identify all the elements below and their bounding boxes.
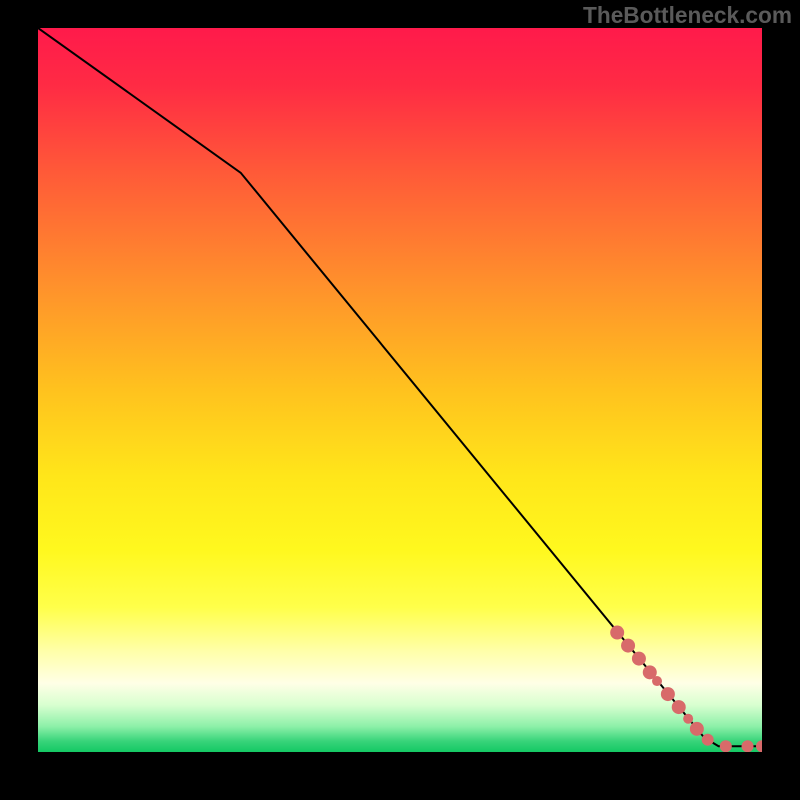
chart-container: TheBottleneck.com [0, 0, 800, 800]
data-marker [610, 626, 624, 640]
data-marker [742, 740, 754, 752]
bottleneck-chart [0, 0, 800, 800]
data-marker [652, 676, 662, 686]
data-marker [720, 740, 732, 752]
data-marker [690, 722, 704, 736]
data-marker [672, 700, 686, 714]
data-marker [756, 740, 768, 752]
data-marker [683, 714, 693, 724]
watermark-text: TheBottleneck.com [583, 2, 792, 29]
data-marker [621, 639, 635, 653]
plot-background [38, 28, 762, 752]
data-marker [661, 687, 675, 701]
data-marker [632, 652, 646, 666]
data-marker [702, 734, 714, 746]
